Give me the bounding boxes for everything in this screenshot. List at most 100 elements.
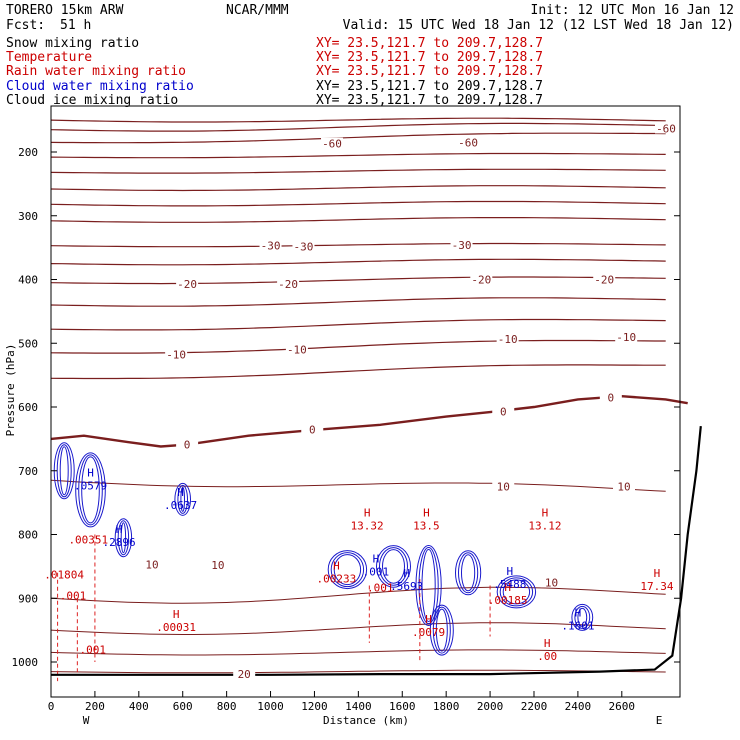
- isotherm-label: -20: [471, 274, 491, 287]
- cloud-water-contour: [59, 446, 69, 496]
- maximum-marker: H: [507, 565, 514, 578]
- org-label: NCAR/MMM: [226, 3, 289, 18]
- maximum-value: .0579: [74, 479, 107, 492]
- label-knockout: [259, 239, 282, 251]
- y-tick-label: 300: [18, 210, 38, 223]
- maximum-value: .0079: [412, 626, 445, 639]
- cloud-water-contour: [376, 545, 411, 588]
- isotherm-label: 0: [184, 439, 191, 452]
- x-tick-label: 1600: [389, 700, 416, 713]
- contour-value-label: .001: [79, 643, 106, 656]
- forecast-hours: 51 h: [60, 18, 91, 33]
- x-tick-label: 200: [85, 700, 105, 713]
- isotherm-line: [50, 200, 666, 207]
- isotherm-line: [50, 622, 666, 635]
- cloud-water-contour: [174, 482, 191, 516]
- legend-name-snow: Snow mixing ratio: [6, 36, 139, 51]
- x-tick-label: 2400: [565, 700, 592, 713]
- legend: Snow mixing ratio XY= 23.5,121.7 to 209.…: [6, 36, 543, 108]
- cloud-water-contour: [435, 608, 448, 652]
- cloud-water-contour: [571, 603, 594, 631]
- contour-labels: -60 -60 -60 -30 -30 -30 -20 -20 -20 -20 -10 -10 -10 -…: [44, 122, 677, 681]
- isotherm-label: 10: [145, 558, 158, 571]
- maximum-value: .00185: [488, 594, 528, 607]
- y-tick-label: 800: [18, 529, 38, 542]
- cloud-water-contour: [81, 456, 100, 524]
- label-knockout: [655, 122, 677, 134]
- x-tick-label: 1000: [257, 700, 284, 713]
- label-knockout: [292, 240, 315, 252]
- cloud-water-contour: [429, 604, 454, 656]
- isotherm-label: 10: [617, 481, 630, 494]
- y-tick-label: 1000: [12, 656, 39, 669]
- isotherm-label: -60: [322, 138, 342, 151]
- cloud-water-contour: [421, 549, 436, 622]
- cloud-water-contour: [117, 520, 130, 556]
- maximum-marker: H: [173, 608, 180, 621]
- isotherm-label: -10: [166, 349, 186, 362]
- cloud-water-contour: [502, 579, 531, 605]
- legend-xy-snow: XY= 23.5,121.7 to 209.7,128.7: [316, 36, 543, 51]
- legend-xy-cloud-water: XY= 23.5,121.7 to 209.7,128.7: [316, 79, 543, 94]
- maximum-marker: H: [504, 581, 511, 594]
- cloud-water-contour: [496, 575, 537, 609]
- isotherm-line: [50, 479, 666, 492]
- maximum-marker: H: [575, 607, 582, 620]
- isotherm-label: -10: [616, 331, 636, 344]
- cloud-water-contour: [75, 452, 106, 528]
- isotherm-label: -20: [278, 278, 298, 291]
- legend-xy-temperature: XY= 23.5,121.7 to 209.7,128.7: [316, 50, 543, 65]
- maximum-value: .1601: [561, 620, 594, 633]
- label-knockout: [612, 480, 635, 492]
- isotherm-label: -30: [261, 240, 281, 253]
- isotherm-label: -10: [287, 344, 307, 357]
- isotherm-label: 10: [211, 559, 224, 572]
- isotherm-label: -30: [294, 240, 314, 253]
- maximum-value: .0637: [164, 499, 197, 512]
- cloud-water-contour: [379, 547, 408, 586]
- cloud-water-contour: [455, 550, 482, 596]
- maximum-marker: H: [403, 567, 410, 580]
- maximum-value: .5488: [493, 578, 526, 591]
- cloud-water-contour: [577, 607, 588, 627]
- isotherm-line: [50, 132, 666, 144]
- valid-time: Valid: 15 UTC Wed 18 Jan 12 (12 LST Wed …: [343, 18, 734, 33]
- label-knockout: [301, 423, 324, 435]
- label-knockout: [233, 668, 256, 680]
- isotherm-label: 0: [608, 391, 615, 404]
- label-knockout: [176, 277, 199, 289]
- maximum-value: 13.32: [351, 519, 384, 532]
- isotherm-line: [50, 122, 666, 132]
- cloud-water-contour: [432, 606, 451, 654]
- label-knockout: [285, 343, 308, 355]
- label-knockout: [599, 391, 622, 403]
- label-knockout: [593, 273, 616, 285]
- maximum-marker: H: [116, 523, 123, 536]
- x-tick-label: 2000: [477, 700, 504, 713]
- legend-xy-cloud-ice: XY= 23.5,121.7 to 209.7,128.7: [316, 93, 543, 108]
- x-tick-label: 800: [217, 700, 237, 713]
- maximum-value: .00031: [156, 621, 196, 634]
- isotherm-line: [50, 586, 666, 604]
- cloud-water-contour: [574, 605, 591, 629]
- maximum-value: .00233: [317, 572, 357, 585]
- maximum-marker: H: [544, 637, 551, 650]
- label-knockout: [176, 438, 199, 450]
- isotherm-line: [50, 185, 666, 192]
- forecast-label: Fcst:: [6, 18, 45, 33]
- legend-name-cloud-ice: Cloud ice mixing ratio: [6, 93, 178, 108]
- isotherm-line: [50, 364, 666, 380]
- maximum-marker: H: [542, 506, 549, 519]
- contour-value-label: .00351: [68, 534, 108, 547]
- label-knockout: [492, 405, 515, 417]
- label-knockout: [492, 480, 515, 492]
- maximum-marker: H: [364, 506, 371, 519]
- maximum-marker: H: [177, 486, 184, 499]
- isotherm-label: -60: [458, 136, 478, 149]
- cloud-water-contour: [333, 554, 362, 586]
- label-knockout: [321, 137, 344, 149]
- cloud-water-contour: [180, 486, 185, 512]
- cloud-water-contour: [415, 545, 442, 626]
- plot-frame: [50, 105, 681, 698]
- terrain-line: [51, 425, 702, 676]
